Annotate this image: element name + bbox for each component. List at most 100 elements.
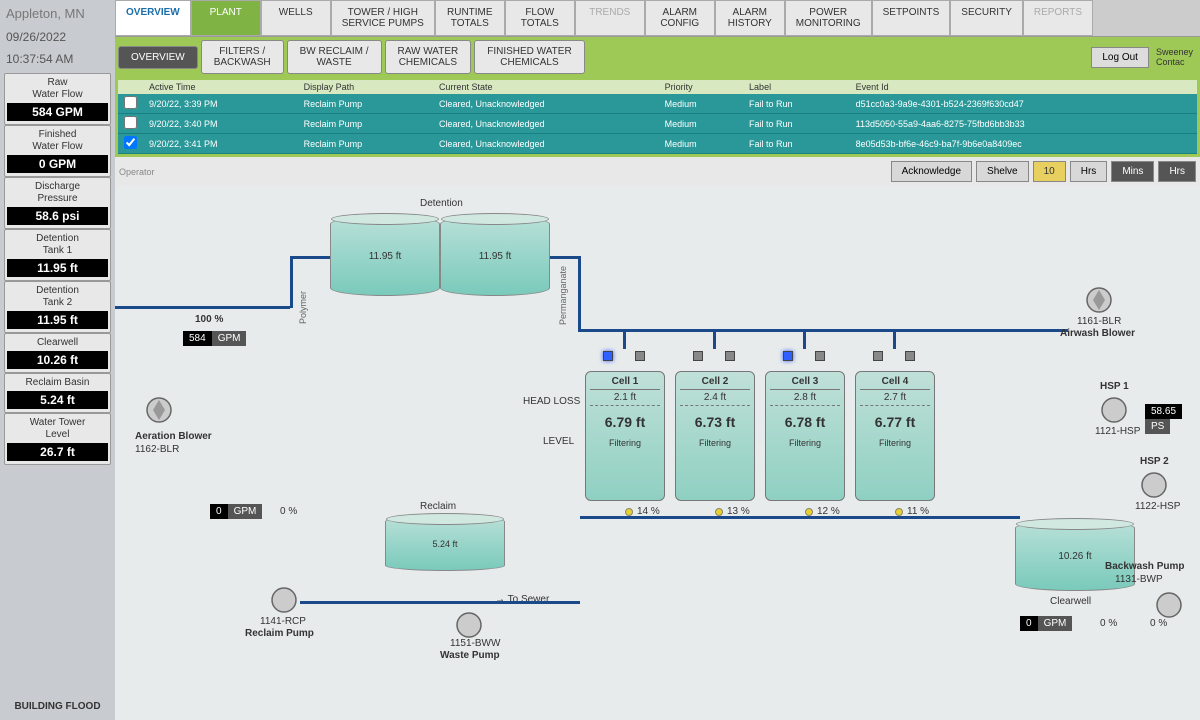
subtab-finished-water-chemicals[interactable]: FINISHED WATERCHEMICALS bbox=[474, 40, 584, 74]
alarm-actions: Operator Acknowledge Shelve 10 Hrs Mins … bbox=[115, 157, 1200, 186]
shelve-button[interactable]: Shelve bbox=[976, 161, 1029, 182]
bw-gpm-box: 0GPM bbox=[1020, 616, 1072, 631]
hrs2-button[interactable]: Hrs bbox=[1158, 161, 1196, 182]
filter-cell-2[interactable]: Cell 22.4 ft6.73 ftFiltering bbox=[675, 371, 755, 501]
aeration-blower-label: Aeration Blower bbox=[135, 431, 212, 442]
detention-label: Detention bbox=[420, 198, 463, 209]
reclaim-pump-label: Reclaim Pump bbox=[245, 628, 314, 639]
aeration-blower-id: 1162-BLR bbox=[135, 444, 179, 455]
subtab-bw-reclaim-waste[interactable]: BW RECLAIM /WASTE bbox=[287, 40, 382, 74]
reclaim-gpm-box: 0GPM bbox=[210, 504, 262, 519]
reclaim-pct: 0 % bbox=[280, 506, 297, 517]
hsp1-val-box: 58.65PS bbox=[1145, 404, 1200, 434]
detention-tank-1[interactable]: 11.95 ft bbox=[330, 216, 440, 296]
alarm-row[interactable]: 9/20/22, 3:40 PMReclaim PumpCleared, Una… bbox=[118, 114, 1197, 134]
metric-0[interactable]: RawWater Flow584 GPM bbox=[4, 73, 111, 125]
tab-reports[interactable]: REPORTS bbox=[1023, 0, 1093, 36]
tab-power-monitoring[interactable]: POWERMONITORING bbox=[785, 0, 872, 36]
cell-pct-led-icon bbox=[625, 508, 633, 516]
cell-led-icon bbox=[635, 351, 645, 361]
filter-cell-4[interactable]: Cell 42.7 ft6.77 ftFiltering bbox=[855, 371, 935, 501]
filter-cell-3[interactable]: Cell 32.8 ft6.78 ftFiltering bbox=[765, 371, 845, 501]
metric-5[interactable]: Clearwell10.26 ft bbox=[4, 333, 111, 373]
alarm-checkbox[interactable] bbox=[124, 96, 137, 109]
tab-setpoints[interactable]: SETPOINTS bbox=[872, 0, 951, 36]
aeration-gpm-box: 584GPM bbox=[183, 331, 246, 346]
cell-led-icon bbox=[815, 351, 825, 361]
alarm-row[interactable]: 9/20/22, 3:41 PMReclaim PumpCleared, Una… bbox=[118, 134, 1197, 154]
tab-wells[interactable]: WELLS bbox=[261, 0, 331, 36]
tab-alarm-history[interactable]: ALARMHISTORY bbox=[715, 0, 785, 36]
waste-pump-id: 1151-BWW bbox=[450, 638, 500, 649]
reclaim-pump-id: 1141-RCP bbox=[260, 616, 306, 627]
primary-tabs: OVERVIEWPLANTWELLSTOWER / HIGHSERVICE PU… bbox=[115, 0, 1200, 37]
metric-4[interactable]: DetentionTank 211.95 ft bbox=[4, 281, 111, 333]
hsp2-label: HSP 2 bbox=[1140, 456, 1169, 467]
polymer-label: Polymer bbox=[298, 291, 308, 324]
waste-pump-label: Waste Pump bbox=[440, 650, 500, 661]
hsp1-label: HSP 1 bbox=[1100, 381, 1129, 392]
airwash-pump-icon bbox=[1085, 286, 1113, 314]
acknowledge-button[interactable]: Acknowledge bbox=[891, 161, 972, 182]
reclaim-pump-icon bbox=[270, 586, 298, 614]
contact-label: SweeneyContac bbox=[1152, 45, 1197, 69]
metric-1[interactable]: FinishedWater Flow0 GPM bbox=[4, 125, 111, 177]
alarm-checkbox[interactable] bbox=[124, 136, 137, 149]
metric-3[interactable]: DetentionTank 111.95 ft bbox=[4, 229, 111, 281]
tab-tower-high-service-pumps[interactable]: TOWER / HIGHSERVICE PUMPS bbox=[331, 0, 435, 36]
waste-pump-icon bbox=[455, 611, 483, 639]
cell-led-icon bbox=[603, 351, 613, 361]
aeration-pct: 100 % bbox=[195, 314, 223, 325]
process-diagram: Detention 11.95 ft 11.95 ft Aeration Blo… bbox=[115, 186, 1200, 720]
level-label: LEVEL bbox=[543, 436, 574, 447]
tab-alarm-config[interactable]: ALARMCONFIG bbox=[645, 0, 715, 36]
location-label: Appleton, MN bbox=[4, 4, 111, 23]
hrs-button[interactable]: Hrs bbox=[1070, 161, 1108, 182]
reclaim-tank[interactable]: 5.24 ft bbox=[385, 516, 505, 571]
permanganate-label: Permanganate bbox=[558, 266, 568, 325]
hsp1-id: 1121-HSP bbox=[1095, 426, 1140, 437]
metric-7[interactable]: Water TowerLevel26.7 ft bbox=[4, 413, 111, 465]
filter-cell-1[interactable]: Cell 12.1 ft6.79 ftFiltering bbox=[585, 371, 665, 501]
main-panel: OVERVIEWPLANTWELLSTOWER / HIGHSERVICE PU… bbox=[115, 0, 1200, 720]
clearwell-label: Clearwell bbox=[1050, 596, 1091, 607]
tab-security[interactable]: SECURITY bbox=[950, 0, 1023, 36]
tab-flow-totals[interactable]: FLOWTOTALS bbox=[505, 0, 575, 36]
cell-led-icon bbox=[725, 351, 735, 361]
backwash-label: Backwash Pump bbox=[1105, 561, 1184, 572]
alarm-table: Active TimeDisplay PathCurrent StatePrio… bbox=[118, 80, 1197, 154]
subtab-overview[interactable]: OVERVIEW bbox=[118, 46, 198, 69]
left-sidebar: Appleton, MN 09/26/2022 10:37:54 AM RawW… bbox=[0, 0, 115, 720]
tab-overview[interactable]: OVERVIEW bbox=[115, 0, 191, 36]
bw-pct1: 0 % bbox=[1100, 618, 1117, 629]
alarm-panel: Active TimeDisplay PathCurrent StatePrio… bbox=[115, 77, 1200, 157]
alarm-row[interactable]: 9/20/22, 3:39 PMReclaim PumpCleared, Una… bbox=[118, 94, 1197, 114]
headloss-label: HEAD LOSS bbox=[523, 396, 580, 407]
cell-led-icon bbox=[873, 351, 883, 361]
metric-2[interactable]: DischargePressure58.6 psi bbox=[4, 177, 111, 229]
logout-button[interactable]: Log Out bbox=[1091, 47, 1149, 68]
hsp2-pump-icon bbox=[1140, 471, 1168, 499]
subtab-filters-backwash[interactable]: FILTERS /BACKWASH bbox=[201, 40, 284, 74]
time-label: 10:37:54 AM bbox=[4, 51, 111, 67]
subtab-raw-water-chemicals[interactable]: RAW WATERCHEMICALS bbox=[385, 40, 472, 74]
tab-trends[interactable]: TRENDS bbox=[575, 0, 645, 36]
tab-plant[interactable]: PLANT bbox=[191, 0, 261, 36]
airwash-id: 1161-BLR bbox=[1077, 316, 1121, 327]
building-flood-label: BUILDING FLOOD bbox=[4, 697, 111, 716]
detention-tank-2[interactable]: 11.95 ft bbox=[440, 216, 550, 296]
mins-button[interactable]: Mins bbox=[1111, 161, 1154, 182]
backwash-id: 1131-BWP bbox=[1115, 574, 1163, 585]
cell-pct-led-icon bbox=[715, 508, 723, 516]
metric-6[interactable]: Reclaim Basin5.24 ft bbox=[4, 373, 111, 413]
backwash-pump-icon bbox=[1155, 591, 1183, 619]
cell-pct-led-icon bbox=[895, 508, 903, 516]
duration-value[interactable]: 10 bbox=[1033, 161, 1066, 182]
tab-runtime-totals[interactable]: RUNTIMETOTALS bbox=[435, 0, 505, 36]
cell-led-icon bbox=[783, 351, 793, 361]
cell-led-icon bbox=[905, 351, 915, 361]
date-label: 09/26/2022 bbox=[4, 29, 111, 45]
bw-pct2: 0 % bbox=[1150, 618, 1167, 629]
alarm-checkbox[interactable] bbox=[124, 116, 137, 129]
aeration-pump-icon bbox=[145, 396, 173, 424]
